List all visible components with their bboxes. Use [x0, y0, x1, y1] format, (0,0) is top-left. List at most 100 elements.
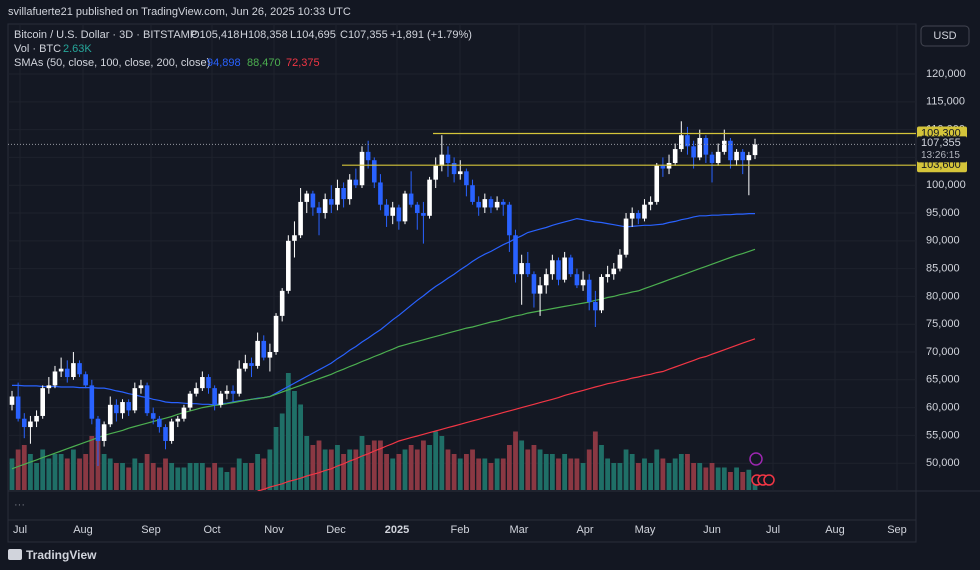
candle-body [642, 204, 647, 219]
ohlc-label: C107,355 [340, 29, 388, 41]
volume-bar [629, 454, 635, 490]
candle-body [34, 415, 39, 422]
volume-bar [697, 463, 703, 490]
candle-body [679, 135, 684, 150]
volume-bar [236, 458, 242, 490]
candle-body [169, 421, 174, 441]
volume-bar [83, 454, 89, 490]
volume-bar [746, 469, 752, 490]
candle-body [408, 193, 414, 205]
x-tick-label: Dec [326, 524, 346, 536]
volume-bar [150, 463, 156, 490]
candle-body [451, 162, 457, 175]
x-tick-label: Oct [203, 524, 220, 536]
candle-body [556, 260, 561, 280]
x-tick-label: Sep [141, 524, 161, 536]
candle-body [697, 137, 703, 158]
candle-body [71, 363, 76, 378]
last-price-tag [917, 136, 967, 163]
volume-bar [586, 449, 592, 490]
candle-body [525, 263, 531, 275]
candle-body [224, 390, 230, 394]
candle-body [636, 213, 641, 219]
candle-body [298, 201, 303, 236]
x-tick-label: Jul [13, 524, 27, 536]
candle-body [568, 257, 574, 275]
candle-body [537, 285, 543, 294]
y-tick-label: 60,000 [926, 402, 960, 414]
candle-body [660, 165, 666, 169]
chart-panel [7, 23, 917, 543]
candle-body [470, 185, 475, 202]
candle-body [28, 421, 33, 428]
logo-icon [8, 549, 22, 560]
candle-body [562, 257, 567, 280]
candle-body [721, 140, 727, 152]
candle-body [617, 254, 623, 269]
y-tick-label: 55,000 [926, 429, 960, 441]
candle-body [439, 154, 445, 166]
volume-bar [138, 463, 144, 490]
volume-bar [126, 467, 132, 490]
volume-bar [543, 454, 549, 490]
volume-bar [169, 463, 175, 490]
volume-bar [525, 449, 531, 490]
volume-bar [206, 467, 211, 490]
volume-bar [457, 458, 463, 490]
volume-bar [64, 458, 70, 490]
ohlc-label: O105,418 [191, 29, 239, 41]
y-tick-label: 85,000 [926, 263, 960, 275]
candle-body [286, 240, 291, 291]
candle-body [187, 393, 193, 408]
attribution: svillafuerte21 published on TradingView.… [8, 6, 351, 18]
volume-bar [715, 467, 721, 490]
candle-body [212, 388, 217, 405]
x-tick-label: Jun [703, 524, 721, 536]
volume-bar [132, 458, 138, 490]
candle-body [341, 188, 346, 200]
candle-body [752, 144, 758, 156]
sma-value: 72,375 [286, 57, 320, 69]
footer-brand: TradingView [26, 548, 97, 562]
volume-bar [40, 449, 46, 490]
volume-bar [279, 413, 285, 490]
volume-bar [58, 454, 64, 490]
volume-bar [494, 458, 500, 490]
candle-body [316, 207, 322, 214]
currency-button[interactable] [920, 25, 970, 47]
volume-bar [212, 463, 218, 490]
volume-bar [310, 445, 316, 490]
volume-bar [648, 463, 654, 490]
event-icon [763, 474, 775, 486]
volume-bar [144, 454, 150, 490]
candle-body [40, 388, 46, 416]
y-tick-label: 115,000 [926, 96, 965, 108]
candle-body [267, 352, 273, 358]
candle-body [101, 424, 107, 441]
volume-bar [519, 440, 525, 490]
volume-bar [187, 463, 193, 490]
candle-body [648, 201, 653, 205]
candle-body [353, 179, 359, 186]
volume-bar [120, 463, 125, 490]
candle-body [421, 213, 426, 216]
candle-body [335, 188, 340, 205]
candle-body [550, 260, 555, 275]
candle-body [476, 201, 481, 208]
currency[interactable]: USD [933, 30, 956, 42]
candle-body [292, 235, 297, 241]
candle-body [457, 171, 463, 175]
volume-bar [371, 440, 377, 490]
y-tick-label: 95,000 [926, 207, 960, 219]
volume-bar [721, 467, 727, 490]
candle-body [255, 340, 260, 366]
volume-bar [654, 449, 660, 490]
volume-bar [451, 454, 457, 490]
volume-bar [218, 467, 224, 490]
candle-body [396, 207, 402, 222]
volume-bar [261, 458, 267, 490]
volume-bar [328, 449, 334, 490]
x-tick-label: May [635, 524, 656, 536]
volume-bar [611, 463, 617, 490]
volume-bar [175, 467, 181, 490]
